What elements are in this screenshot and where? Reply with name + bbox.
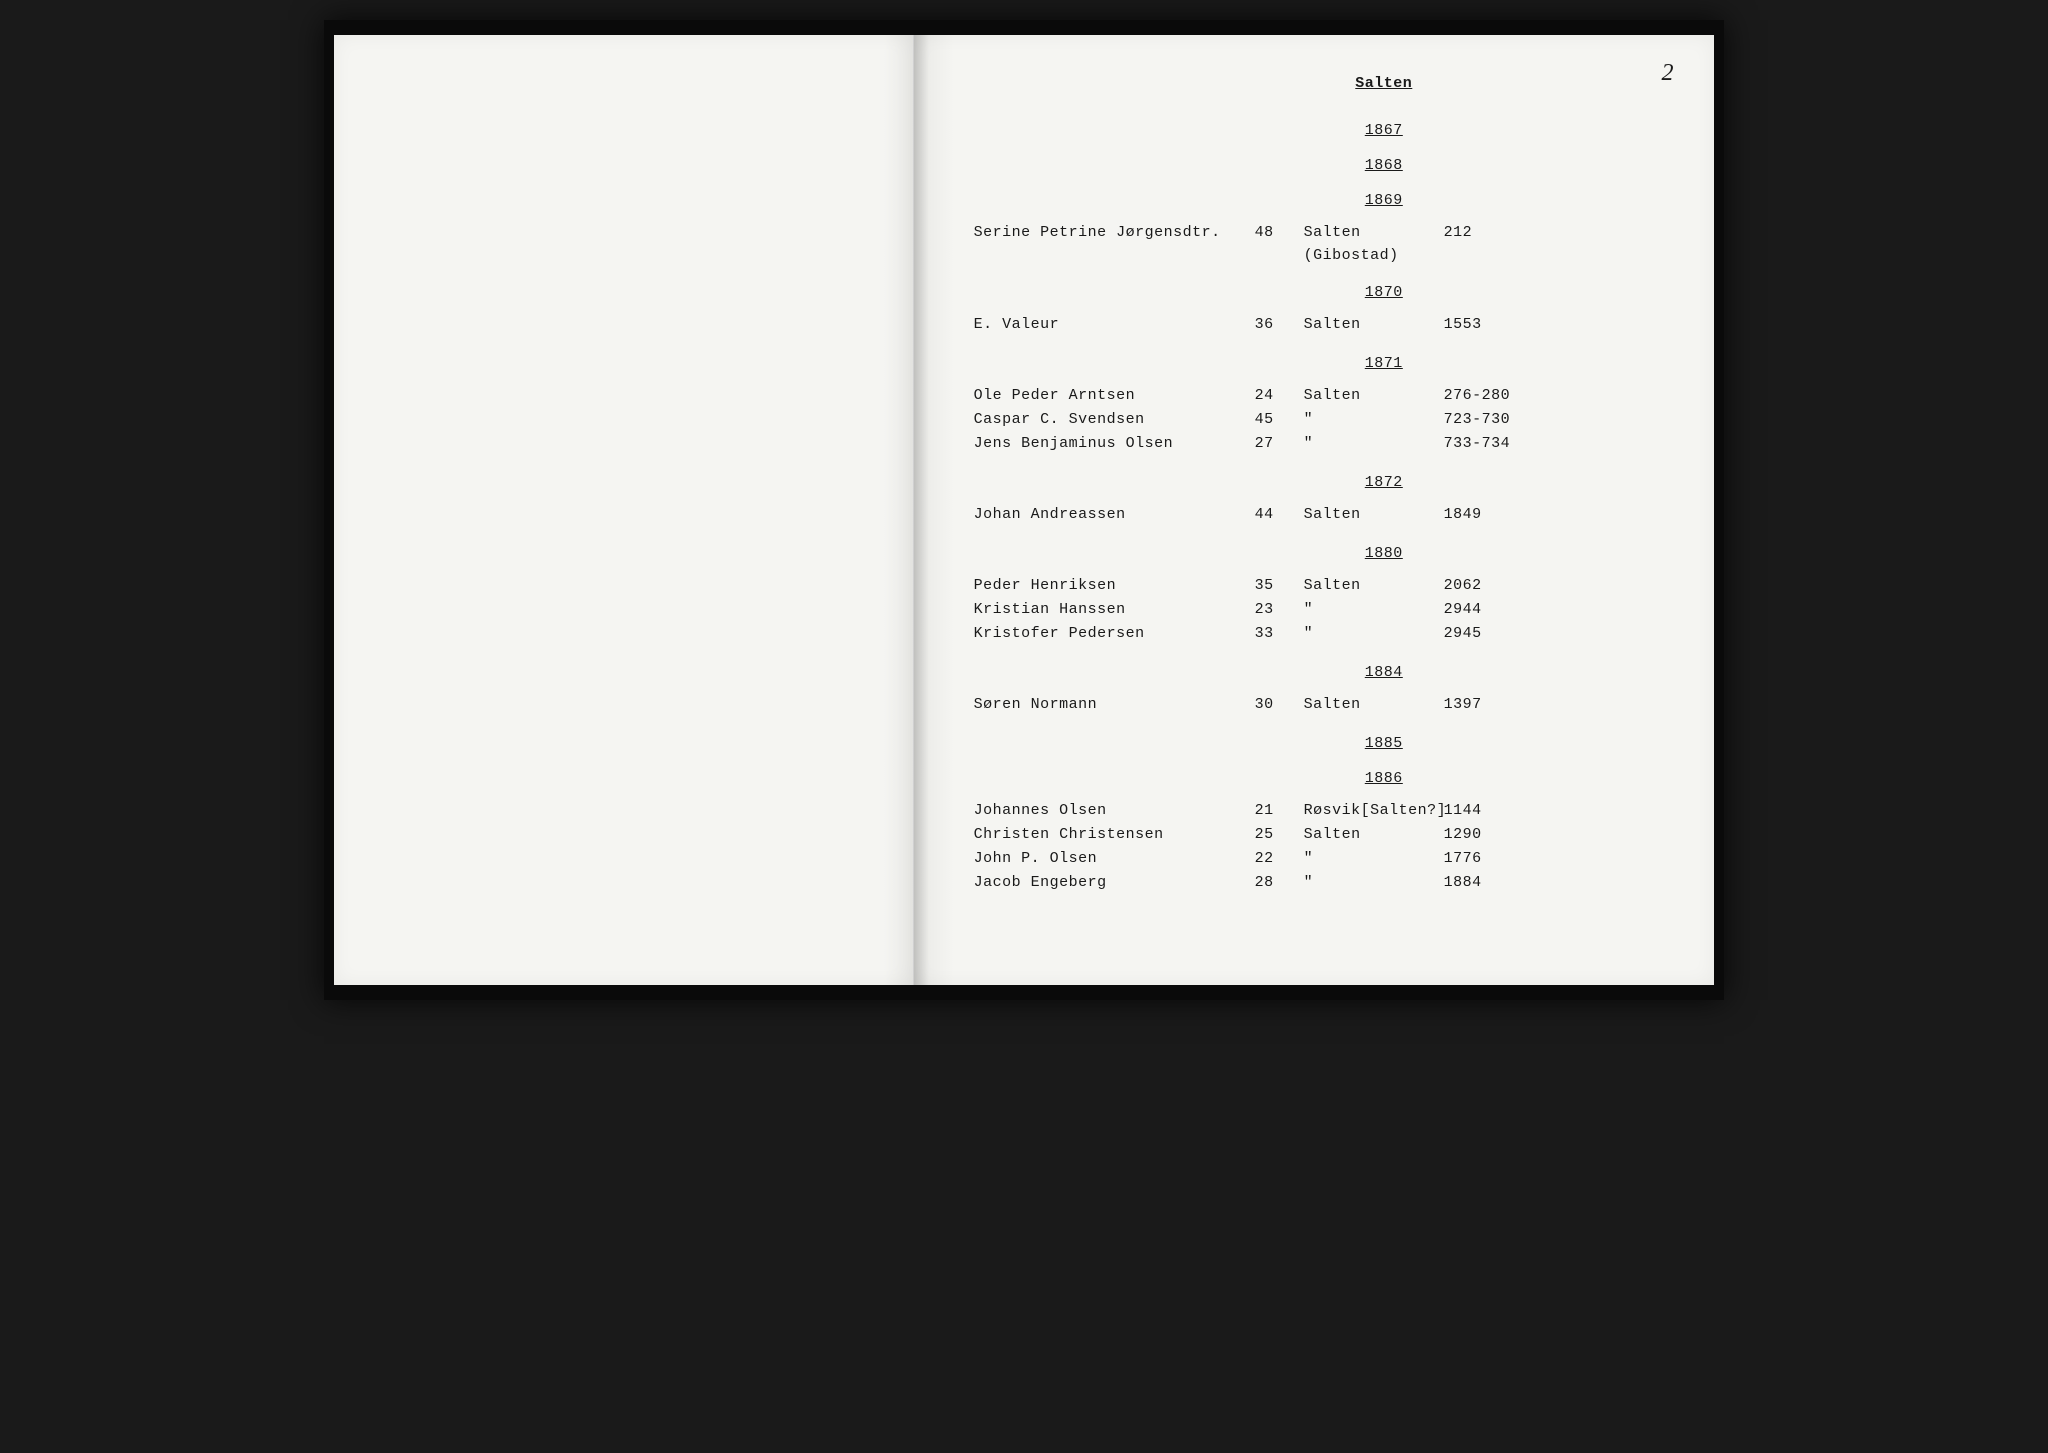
entry-age: 25 [1244, 823, 1304, 847]
entry-place: Salten [1304, 693, 1444, 717]
entry-name: Ole Peder Arntsen [974, 384, 1244, 408]
entry-name: John P. Olsen [974, 847, 1244, 871]
entry-place: " [1304, 847, 1444, 871]
entry-age: 24 [1244, 384, 1304, 408]
year-heading: 1885 [1104, 735, 1664, 752]
entry-row: Jacob Engeberg28"1884 [974, 871, 1664, 895]
entry-age: 27 [1244, 432, 1304, 456]
content-area: 1867 1868 1869 Serine Petrine Jørgensdtr.48… [974, 122, 1664, 895]
entry-reference: 1397 [1444, 693, 1544, 717]
entry-row: Caspar C. Svendsen45"723-730 [974, 408, 1664, 432]
entry-place: " [1304, 598, 1444, 622]
entry-reference: 1884 [1444, 871, 1544, 895]
page-title: Salten [1104, 75, 1664, 92]
page-number: 2 [1661, 60, 1674, 87]
year-heading: 1867 [1104, 122, 1664, 139]
entry-age: 35 [1244, 574, 1304, 598]
entry-place: Salten [1304, 313, 1444, 337]
entry-row: Ole Peder Arntsen24Salten276-280 [974, 384, 1664, 408]
entry-age: 23 [1244, 598, 1304, 622]
entry-reference: 1144 [1444, 799, 1544, 823]
entry-reference: 1553 [1444, 313, 1544, 337]
entry-name: Peder Henriksen [974, 574, 1244, 598]
entry-name: Christen Christensen [974, 823, 1244, 847]
year-heading: 1868 [1104, 157, 1664, 174]
year-heading: 1880 [1104, 545, 1664, 562]
entry-reference: 1290 [1444, 823, 1544, 847]
right-page: 2 Salten 1867 1868 1869 Serine Petrine Jørg… [914, 35, 1714, 985]
book-spread: 2 Salten 1867 1868 1869 Serine Petrine Jørg… [324, 20, 1724, 1000]
entry-row: Serine Petrine Jørgensdtr.48Salten212 [974, 221, 1664, 245]
entry-place-secondary: (Gibostad) [1304, 245, 1444, 266]
entry-name: Johan Andreassen [974, 503, 1244, 527]
entry-age: 45 [1244, 408, 1304, 432]
entry-place: Røsvik[Salten?] [1304, 799, 1444, 823]
entry-reference: 723-730 [1444, 408, 1544, 432]
entry-row: John P. Olsen22"1776 [974, 847, 1664, 871]
entry-name: E. Valeur [974, 313, 1244, 337]
year-heading: 1871 [1104, 355, 1664, 372]
entry-age: 21 [1244, 799, 1304, 823]
entry-place: Salten [1304, 221, 1444, 245]
entry-row: Christen Christensen25Salten1290 [974, 823, 1664, 847]
entry-name: Caspar C. Svendsen [974, 408, 1244, 432]
entry-row: Johannes Olsen21Røsvik[Salten?]1144 [974, 799, 1664, 823]
entry-subrow: (Gibostad) [974, 245, 1664, 266]
entry-age: 48 [1244, 221, 1304, 245]
entry-reference: 2062 [1444, 574, 1544, 598]
entry-reference: 276-280 [1444, 384, 1544, 408]
entry-name: Kristofer Pedersen [974, 622, 1244, 646]
entry-place: Salten [1304, 503, 1444, 527]
entry-age: 33 [1244, 622, 1304, 646]
entry-reference: 733-734 [1444, 432, 1544, 456]
year-heading: 1872 [1104, 474, 1664, 491]
entry-name: Søren Normann [974, 693, 1244, 717]
entry-age: 28 [1244, 871, 1304, 895]
year-heading: 1870 [1104, 284, 1664, 301]
entry-row: Søren Normann30Salten1397 [974, 693, 1664, 717]
entry-age: 44 [1244, 503, 1304, 527]
entry-name: Kristian Hanssen [974, 598, 1244, 622]
entry-place: " [1304, 408, 1444, 432]
year-heading: 1886 [1104, 770, 1664, 787]
entry-row: E. Valeur36Salten1553 [974, 313, 1664, 337]
entry-name: Serine Petrine Jørgensdtr. [974, 221, 1244, 245]
left-page [334, 35, 914, 985]
year-heading: 1869 [1104, 192, 1664, 209]
entry-reference: 1776 [1444, 847, 1544, 871]
entry-place: " [1304, 432, 1444, 456]
entry-reference: 1849 [1444, 503, 1544, 527]
entry-reference: 2945 [1444, 622, 1544, 646]
entry-place: " [1304, 622, 1444, 646]
entry-place: Salten [1304, 384, 1444, 408]
entry-row: Johan Andreassen44Salten1849 [974, 503, 1664, 527]
entry-reference: 2944 [1444, 598, 1544, 622]
entry-place: Salten [1304, 823, 1444, 847]
entry-place: " [1304, 871, 1444, 895]
entry-row: Jens Benjaminus Olsen27"733-734 [974, 432, 1664, 456]
entry-age: 30 [1244, 693, 1304, 717]
entry-row: Peder Henriksen35Salten2062 [974, 574, 1664, 598]
entry-name: Jens Benjaminus Olsen [974, 432, 1244, 456]
entry-name: Jacob Engeberg [974, 871, 1244, 895]
entry-reference: 212 [1444, 221, 1544, 245]
spine-shadow [914, 35, 929, 985]
entry-age: 36 [1244, 313, 1304, 337]
entry-place: Salten [1304, 574, 1444, 598]
entry-row: Kristofer Pedersen33"2945 [974, 622, 1664, 646]
year-heading: 1884 [1104, 664, 1664, 681]
entry-name: Johannes Olsen [974, 799, 1244, 823]
entry-row: Kristian Hanssen23"2944 [974, 598, 1664, 622]
entry-age: 22 [1244, 847, 1304, 871]
